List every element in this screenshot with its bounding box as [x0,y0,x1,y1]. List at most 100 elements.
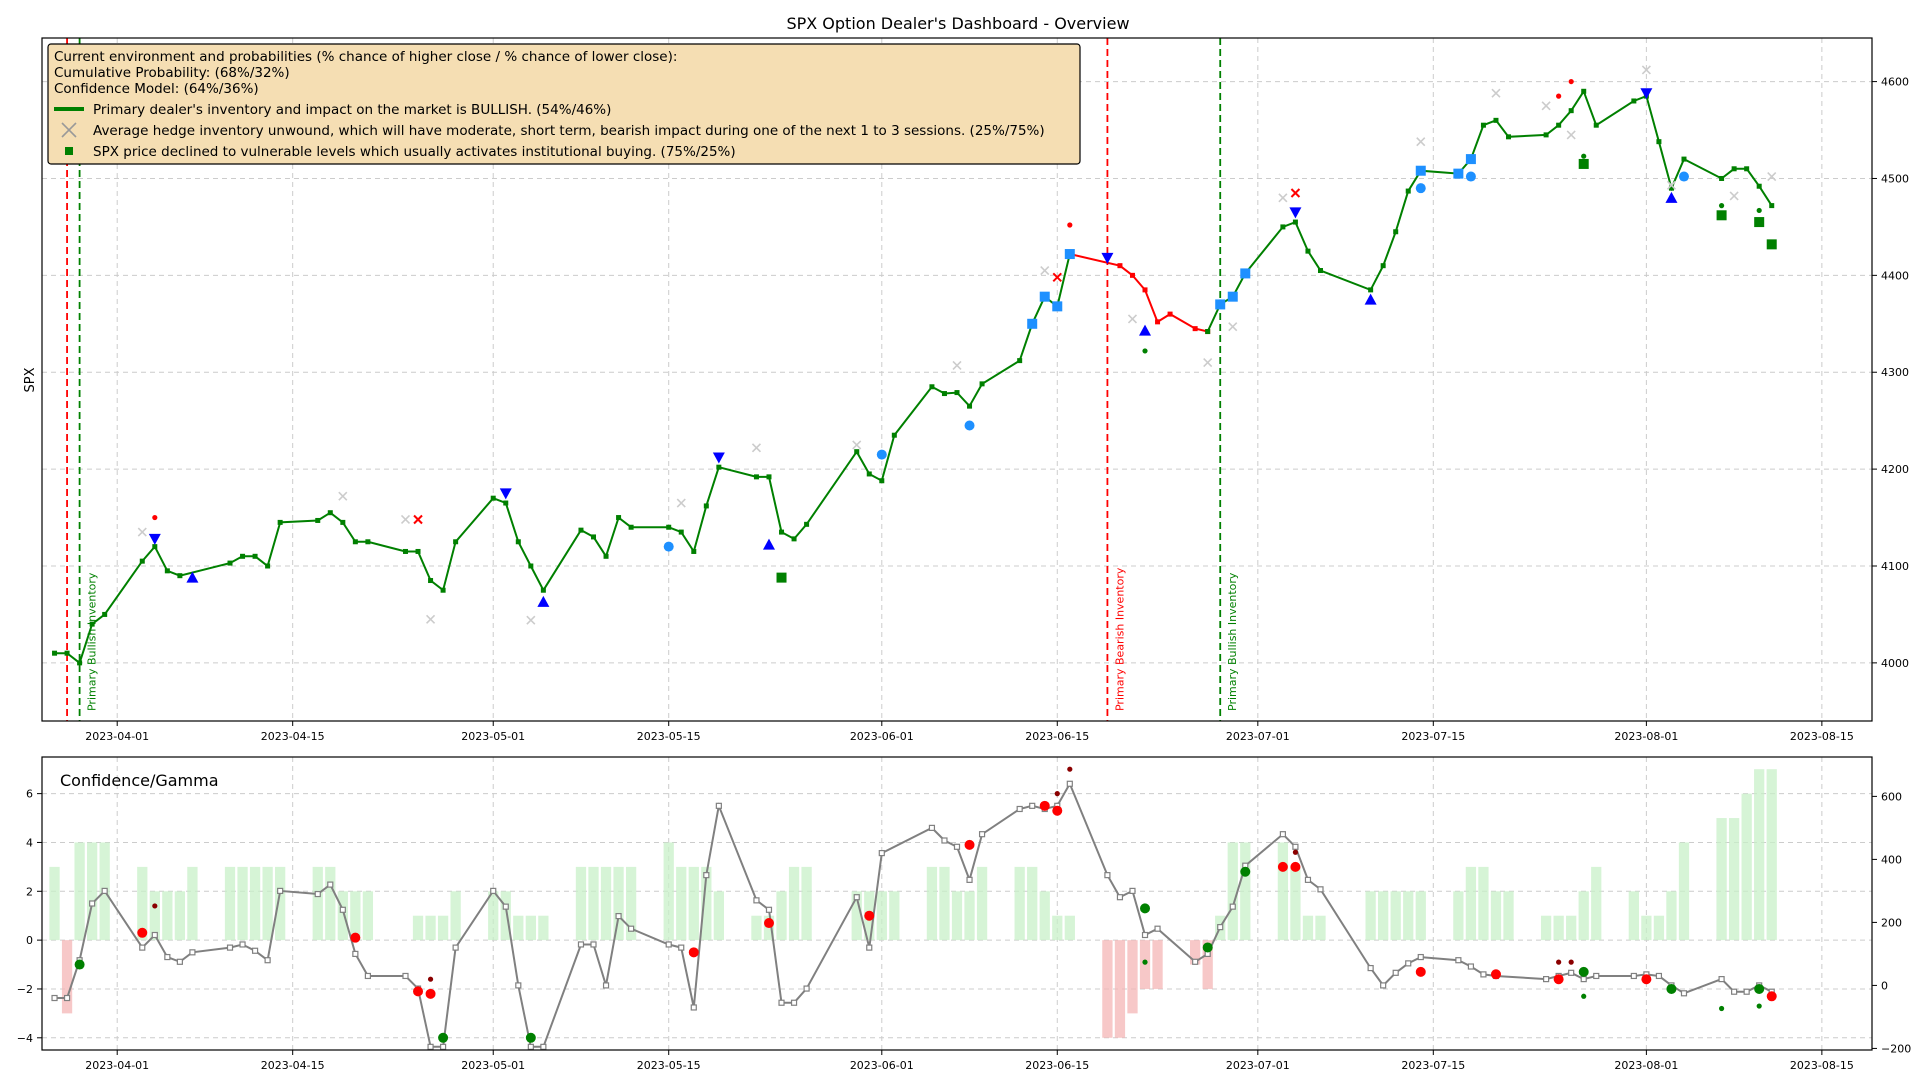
price-marker-x-stroke-b [1203,357,1213,368]
price-marker-x-stroke-b [413,514,423,525]
price-point [1656,139,1662,145]
price-grid [42,38,1872,721]
confidence-left-tick-label: 6 [26,788,33,801]
confidence-marker-circle [1415,966,1426,977]
confidence-right-tick-label: −200 [1881,1042,1911,1055]
price-marker-square [1064,249,1075,260]
price-marker-square [1754,217,1765,228]
price-point [678,529,684,535]
gamma-point [1292,843,1299,850]
confidence-marker-circle [350,932,361,943]
price-marker-dot [1756,207,1762,214]
price-marker-x [1228,322,1238,332]
price-point [753,474,759,480]
price-point [1280,224,1286,230]
gamma-point [778,999,785,1006]
confidence-bar [1415,891,1426,941]
gamma-point [1630,972,1637,980]
confidence-bar [1678,842,1690,941]
confidence-bar [751,915,762,941]
price-marker-square [1465,154,1476,165]
confidence-marker-circle [1641,974,1652,985]
gamma-point [753,897,760,904]
confidence-bar [1290,866,1301,941]
gamma-point [1116,894,1124,901]
gamma-point [402,972,409,980]
price-point [327,510,333,516]
price-marker-x [1290,188,1301,198]
gamma-point [1129,887,1136,894]
gamma-point [1405,960,1412,967]
price-y-tick-label: 4100 [1881,560,1909,573]
gamma-point [1304,876,1312,883]
gamma-point [1543,976,1550,983]
confidence-right-tick-label: 0 [1881,979,1888,992]
price-x-tick-label: 2023-07-15 [1401,730,1465,743]
price-point [1719,175,1725,181]
confidence-bar [1152,940,1163,989]
gamma-point [176,958,183,965]
price-panel-frame [41,37,1873,722]
price-marker-x-stroke-b [425,614,436,624]
confidence-marker-circle [1754,983,1765,994]
gamma-point [89,900,96,907]
price-marker-x [1566,130,1576,140]
price-point [1631,98,1637,104]
gamma-point [1279,831,1286,838]
confidence-right-tick-label: 600 [1881,790,1902,803]
price-marker-x [1729,191,1739,201]
confidence-bars [49,769,1777,1038]
confidence-marker-circle [1666,983,1677,994]
price-markers [137,65,1777,625]
price-y-tick-label: 4300 [1881,366,1909,379]
price-point [64,650,70,656]
price-point [177,573,183,579]
price-point [1593,122,1599,128]
gamma-point [439,1043,447,1050]
confidence-left-tick-label: 4 [26,836,33,849]
confidence-gamma-panel: 2023-04-01 2023-04-15 2023-05-01 2023-05-15… [17,756,1911,1072]
confidence-bar [1566,915,1577,941]
price-marker-triangle-up [1364,293,1377,305]
gamma-point [866,944,873,951]
confidence-bar [1190,940,1201,965]
gamma-point [853,894,860,901]
confidence-bar [1465,866,1477,941]
confidence-bar [1102,940,1113,1038]
price-marker-square [1052,301,1063,312]
confidence-bar [976,866,988,941]
price-marker-x [676,498,686,508]
price-point [152,544,158,550]
price-point [1305,248,1311,254]
gamma-point [352,950,359,958]
confidence-bar [1127,940,1138,1014]
confidence-bar [74,842,85,941]
confidence-bar [237,866,248,941]
price-point [227,560,233,566]
price-point [616,515,622,521]
price-marker-x-stroke-b [751,443,762,453]
price-marker-x-stroke-b [1416,137,1426,147]
price-point [102,611,108,617]
gamma-point [966,876,973,883]
confidence-bar [1240,842,1251,941]
price-marker-dot [1142,348,1148,354]
gamma-point [690,1004,697,1011]
legend-entry-institutional-buying: SPX price declined to vulnerable levels … [93,144,736,160]
confidence-bar [1315,915,1326,941]
price-marker-x-stroke-b [1052,272,1062,282]
price-point [240,553,246,559]
confidence-x-tick-label: 2023-07-15 [1401,1059,1465,1072]
gamma-point [515,982,522,989]
price-marker-dot [1568,78,1574,85]
price-point [1292,219,1298,225]
confidence-marker-circle [688,947,699,958]
gamma-point [427,1043,434,1050]
gamma-point [1154,925,1161,932]
confidence-left-tick-label: −2 [17,983,33,996]
price-marker-x-stroke-b [852,440,862,450]
gamma-point [665,941,672,948]
confidence-bar [688,866,699,941]
confidence-panel-frame [41,756,1873,1051]
